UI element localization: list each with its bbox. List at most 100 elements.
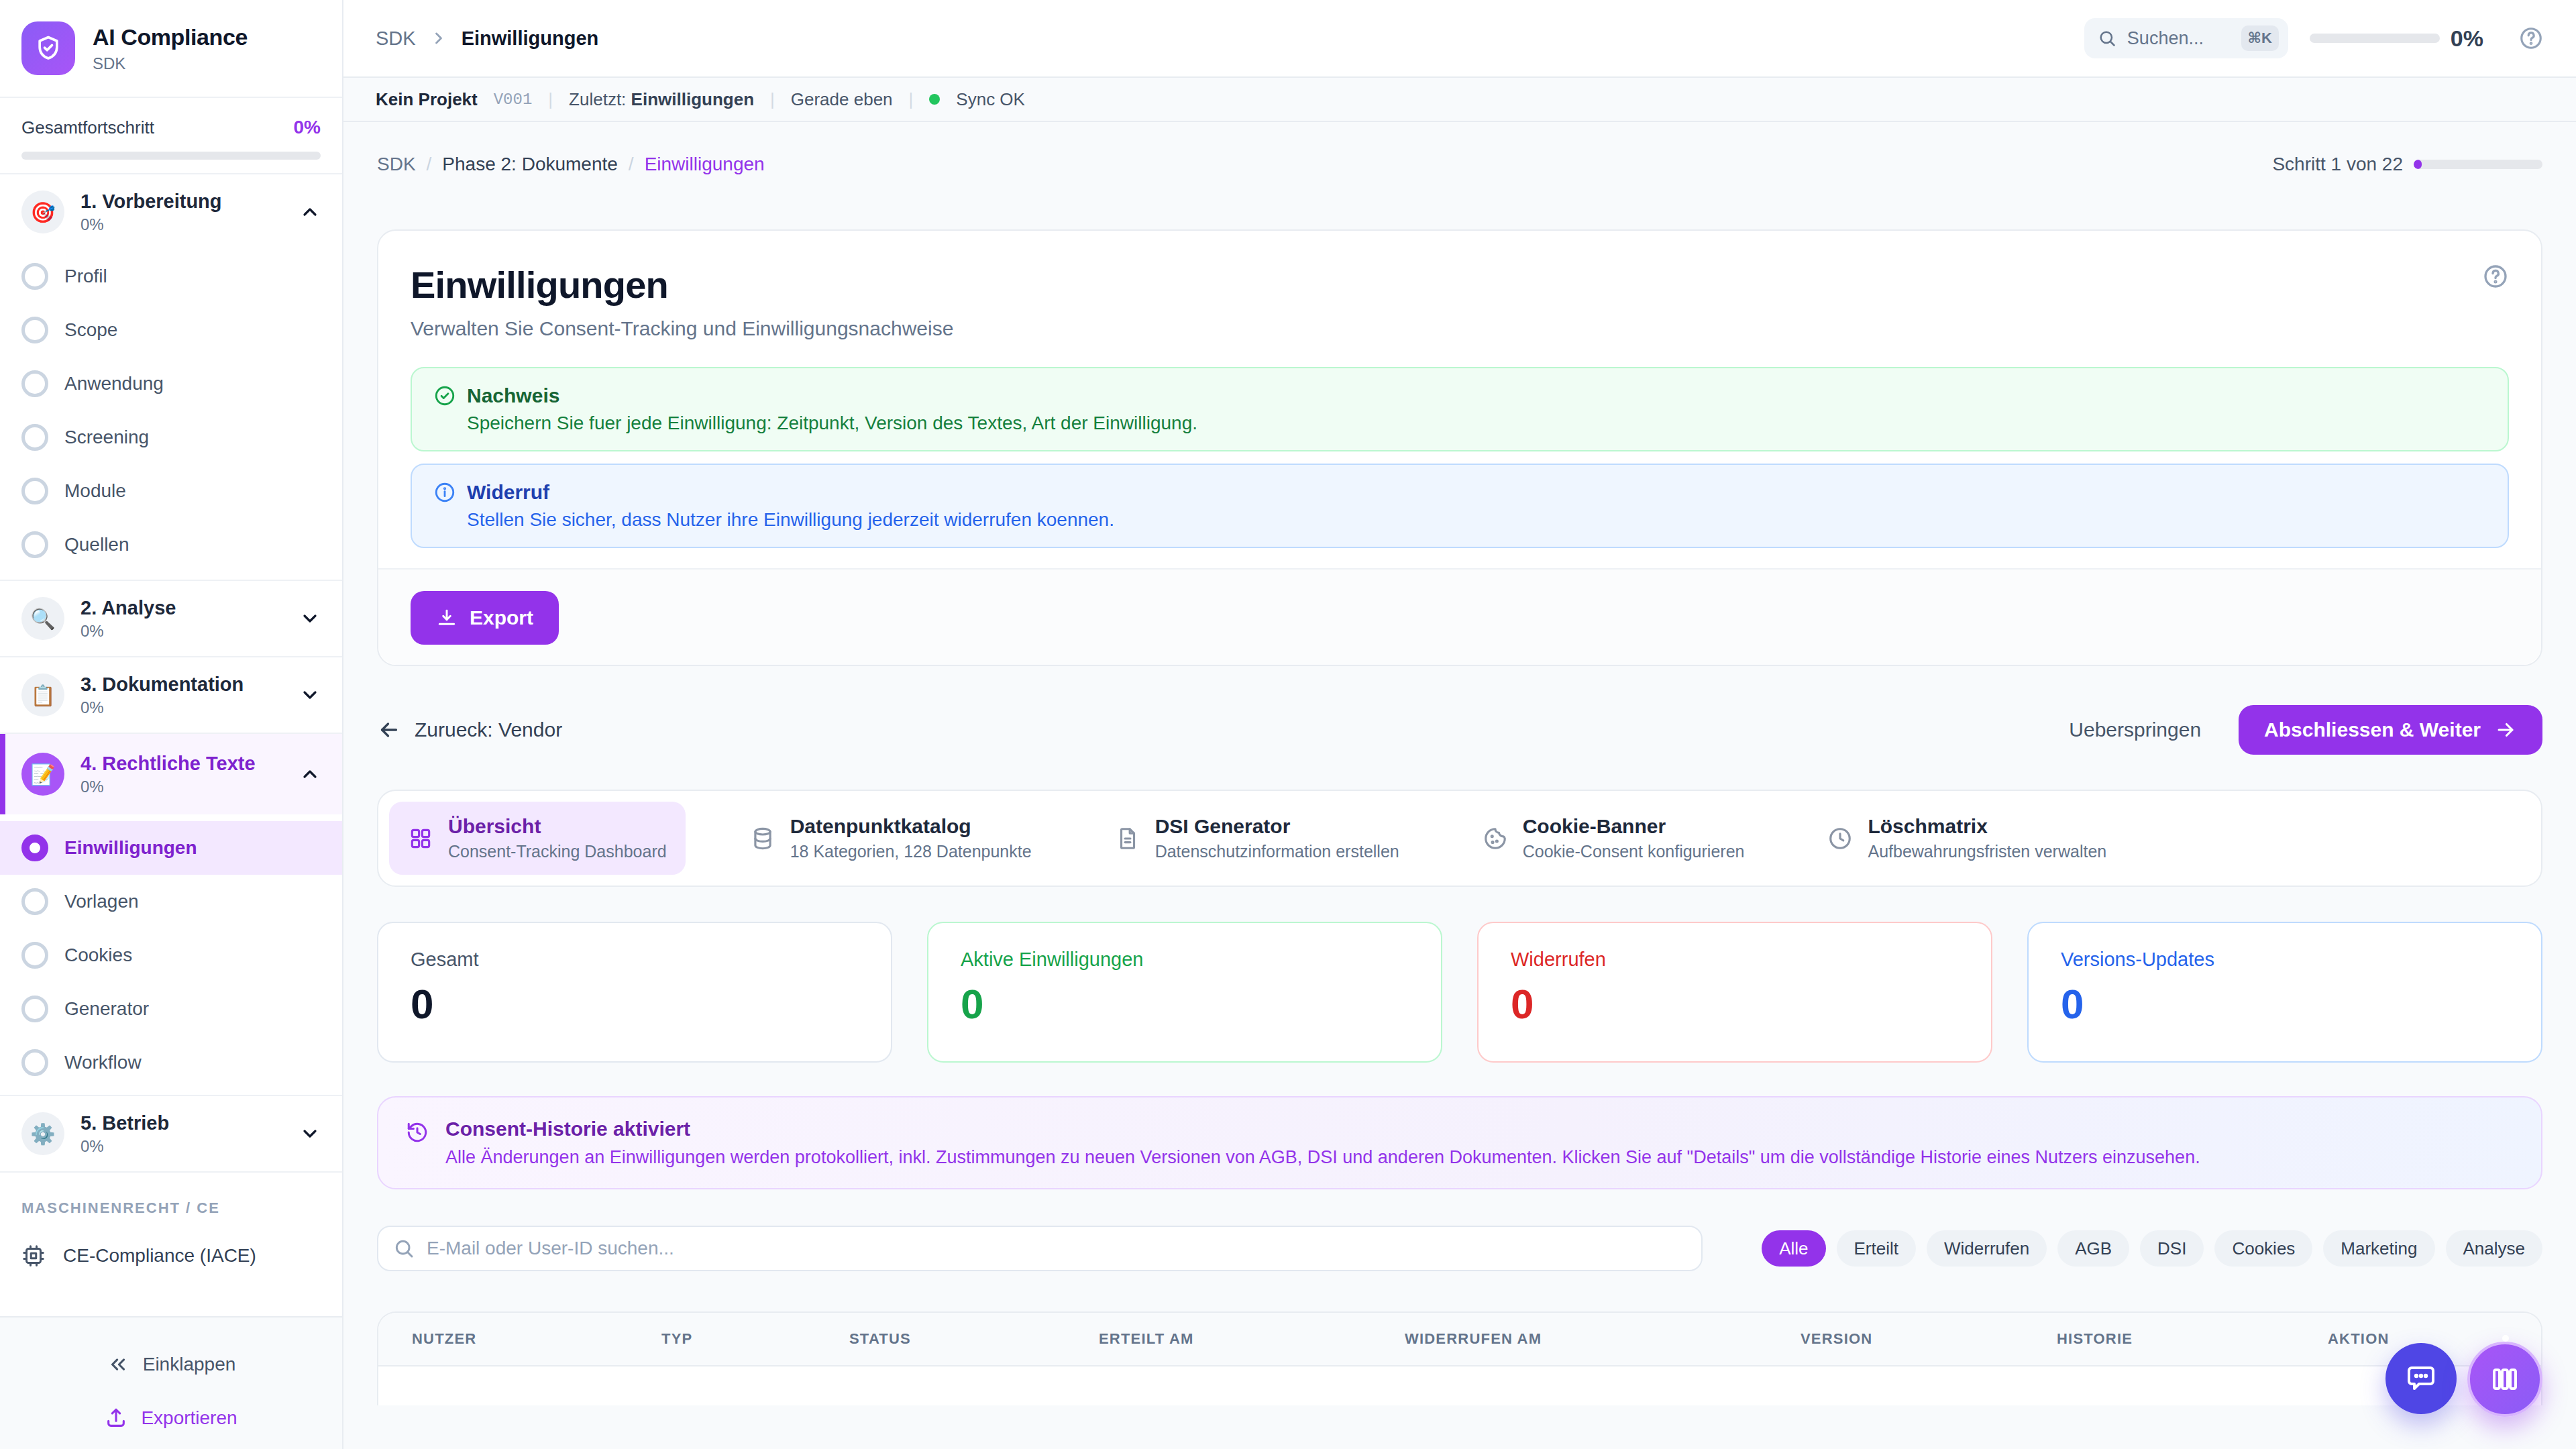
stat-card: Aktive Einwilligungen 0 (927, 922, 1442, 1063)
callout-text: Stellen Sie sicher, dass Nutzer ihre Ein… (467, 509, 2486, 531)
chevrons-left-icon (107, 1353, 129, 1376)
filter-row: Alle Erteilt Widerrufen AGB DSI Cookies Market… (377, 1226, 2542, 1271)
global-search[interactable]: Suchen... ⌘K (2084, 18, 2288, 58)
sidebar-section-rechtliche-texte: 📝 4. Rechtliche Texte 0% Einwilligungen (0, 733, 342, 1095)
sidebar-item[interactable]: Generator (0, 982, 342, 1036)
chevron-right-icon (429, 29, 448, 48)
tab-title: Datenpunktkatalog (790, 815, 1032, 838)
separator: | (909, 89, 914, 110)
tab[interactable]: Löschmatrix Aufbewahrungsfristen verwalt… (1809, 802, 2125, 875)
sidebar-section-header-rechtliche-texte[interactable]: 📝 4. Rechtliche Texte 0% (0, 734, 342, 814)
sidebar-item[interactable]: Profil (0, 250, 342, 303)
tab-subtitle: Aufbewahrungsfristen verwalten (1868, 842, 2106, 861)
sidebar-section-header-betrieb[interactable]: ⚙️ 5. Betrieb 0% (0, 1096, 342, 1171)
radio-icon (21, 478, 48, 504)
export-sidebar-button[interactable]: Exportieren (21, 1395, 321, 1441)
page-title: Einwilligungen (411, 263, 953, 307)
filter-pill[interactable]: Cookies (2214, 1230, 2312, 1267)
complete-next-label: Abschliessen & Weiter (2264, 718, 2481, 741)
breadcrumb-phase[interactable]: Phase 2: Dokumente (442, 154, 618, 175)
notification-dot (2502, 1335, 2509, 1342)
sidebar-group-maschinenrecht: MASCHINENRECHT / CE CE-Compliance (IACE) (0, 1171, 342, 1297)
filter-pill[interactable]: AGB (2057, 1230, 2129, 1267)
separator: | (548, 89, 553, 110)
sidebar-item[interactable]: Screening (0, 411, 342, 464)
tabbar: Übersicht Consent-Tracking Dashboard Dat… (377, 790, 2542, 887)
stat-value: 0 (411, 980, 859, 1028)
sidebar-item[interactable]: Cookies (0, 928, 342, 982)
tab[interactable]: DSI Generator Datenschutzinformation ers… (1096, 802, 1418, 875)
table-column-header: TYP (661, 1330, 849, 1348)
breadcrumb-current: Einwilligungen (462, 28, 599, 50)
sidebar-item[interactable]: Vorlagen (0, 875, 342, 928)
filter-pill[interactable]: Widerrufen (1927, 1230, 2047, 1267)
back-link[interactable]: Zurueck: Vendor (377, 718, 562, 742)
chat-fab-button[interactable] (2385, 1343, 2457, 1414)
tab-title: Löschmatrix (1868, 815, 2106, 838)
complete-next-button[interactable]: Abschliessen & Weiter (2239, 705, 2542, 755)
sidebar-item-ce-compliance[interactable]: CE-Compliance (IACE) (21, 1233, 321, 1279)
filter-pill[interactable]: Analyse (2446, 1230, 2543, 1267)
breadcrumb-separator: / (629, 154, 634, 175)
radio-icon (21, 996, 48, 1022)
radio-icon (21, 424, 48, 451)
search-icon (393, 1238, 415, 1259)
export-button[interactable]: Export (411, 591, 559, 645)
filter-pill[interactable]: Alle (1762, 1230, 1825, 1267)
columns-fab-button[interactable] (2467, 1342, 2542, 1417)
topbar-progress-value: 0% (2451, 25, 2483, 52)
sidebar-section-header-analyse[interactable]: 🔍 2. Analyse 0% (0, 581, 342, 656)
app-root: AI Compliance SDK Gesamtfortschritt 0% 🎯… (0, 0, 2576, 1449)
sidebar-section-header-dokumentation[interactable]: 📋 3. Dokumentation 0% (0, 657, 342, 733)
stat-value: 0 (2061, 980, 2509, 1028)
sidebar-item-label: Vorlagen (64, 891, 139, 912)
magnifier-icon: 🔍 (21, 597, 64, 640)
radio-icon (21, 942, 48, 969)
section-items: Profil Scope Anwendung Screening (0, 250, 342, 580)
sidebar-item[interactable]: Scope (0, 303, 342, 357)
collapse-button[interactable]: Einklappen (21, 1342, 321, 1387)
tab[interactable]: Cookie-Banner Cookie-Consent konfigurier… (1464, 802, 1764, 875)
sidebar-item[interactable]: Quellen (0, 518, 342, 572)
radio-icon (21, 317, 48, 343)
export-button-label: Export (470, 606, 533, 629)
breadcrumb-sdk[interactable]: SDK (377, 154, 416, 175)
card-help-icon[interactable] (2482, 263, 2509, 290)
section-progress: 0% (80, 215, 222, 234)
tab-title: Cookie-Banner (1523, 815, 1745, 838)
tab[interactable]: Übersicht Consent-Tracking Dashboard (389, 802, 686, 875)
table-column-header: HISTORIE (2057, 1330, 2328, 1348)
page-subtitle: Verwalten Sie Consent-Tracking und Einwi… (411, 317, 953, 340)
chevron-down-icon (299, 684, 321, 706)
help-icon[interactable] (2518, 25, 2544, 51)
download-icon (436, 607, 458, 629)
version-badge: V001 (494, 91, 533, 109)
chevron-down-icon (299, 1123, 321, 1144)
sidebar-item[interactable]: Einwilligungen (0, 821, 342, 875)
brand: AI Compliance SDK (0, 0, 342, 97)
filter-pill[interactable]: DSI (2140, 1230, 2204, 1267)
app-subtitle: SDK (93, 54, 248, 73)
sidebar-item[interactable]: Module (0, 464, 342, 518)
radio-icon (21, 1049, 48, 1076)
overall-progress-value: 0% (294, 117, 321, 138)
search-placeholder: Suchen... (2127, 28, 2231, 49)
back-link-label: Zurueck: Vendor (415, 718, 562, 741)
filter-pill[interactable]: Marketing (2323, 1230, 2434, 1267)
tab[interactable]: Datenpunktkatalog 18 Kategorien, 128 Dat… (731, 802, 1051, 875)
sidebar-item[interactable]: Workflow (0, 1036, 342, 1089)
skip-button[interactable]: Ueberspringen (2069, 718, 2201, 741)
breadcrumb-separator: / (427, 154, 432, 175)
filter-pill[interactable]: Erteilt (1837, 1230, 1916, 1267)
stat-label: Gesamt (411, 949, 859, 971)
breadcrumb-root[interactable]: SDK (376, 28, 416, 50)
radio-icon (21, 263, 48, 290)
page-breadcrumb-row: SDK / Phase 2: Dokumente / Einwilligunge… (377, 148, 2542, 181)
table-column-header: WIDERRUFEN AM (1405, 1330, 1801, 1348)
sidebar-item[interactable]: Anwendung (0, 357, 342, 411)
sidebar-section-header-vorbereitung[interactable]: 🎯 1. Vorbereitung 0% (0, 174, 342, 250)
history-icon (405, 1120, 429, 1144)
section-title: 3. Dokumentation (80, 674, 244, 696)
sidebar-item-label: Module (64, 480, 126, 502)
user-search-input[interactable] (377, 1226, 1703, 1271)
